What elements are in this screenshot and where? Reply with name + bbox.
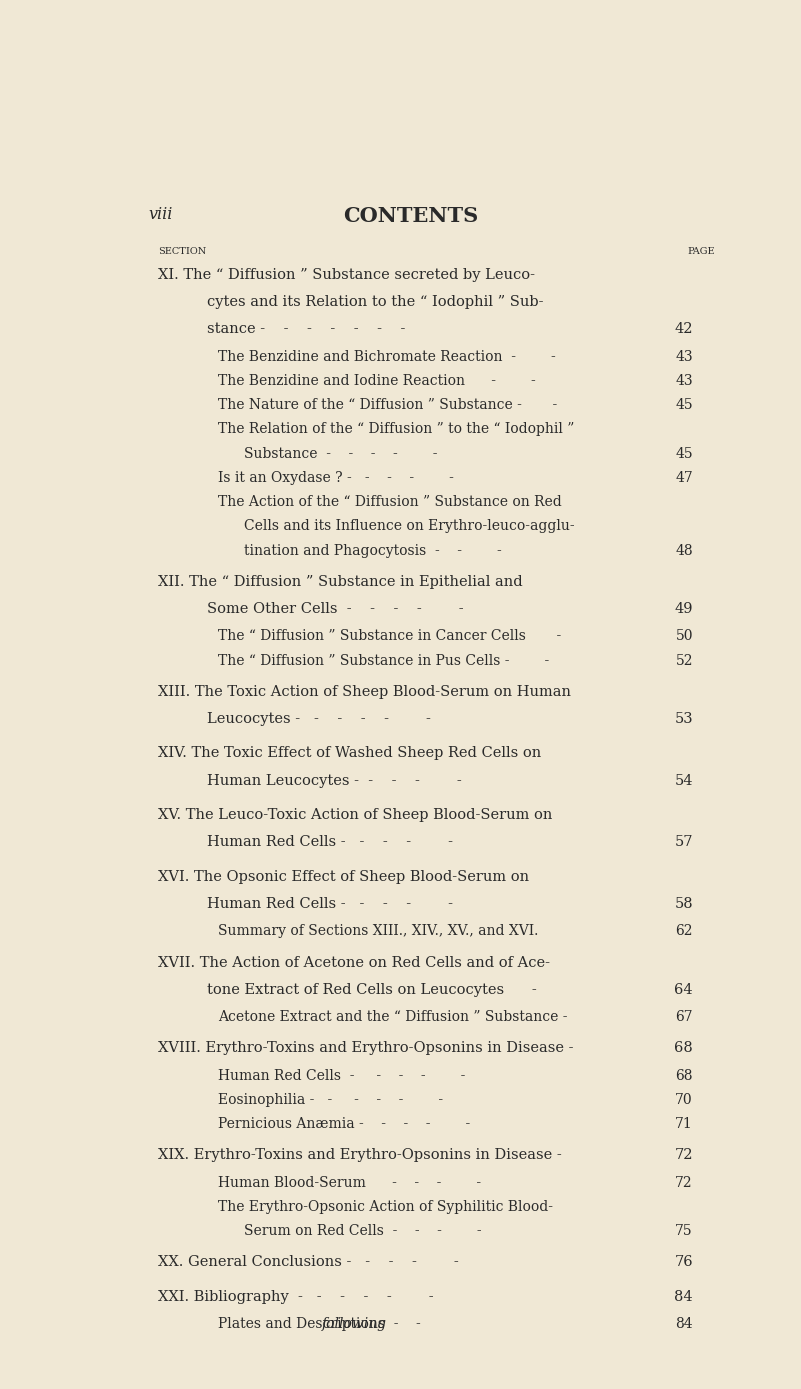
Text: 72: 72	[674, 1149, 693, 1163]
Text: following: following	[322, 1317, 387, 1331]
Text: viii: viii	[148, 206, 172, 224]
Text: Is it an Oxydase ? -   -    -    -        -: Is it an Oxydase ? - - - - -	[218, 471, 454, 485]
Text: 43: 43	[675, 350, 693, 364]
Text: 53: 53	[674, 713, 693, 726]
Text: 84: 84	[674, 1290, 693, 1304]
Text: 67: 67	[675, 1010, 693, 1024]
Text: 70: 70	[675, 1093, 693, 1107]
Text: The Relation of the “ Diffusion ” to the “ Iodophil ”: The Relation of the “ Diffusion ” to the…	[218, 422, 574, 436]
Text: 71: 71	[675, 1117, 693, 1131]
Text: 84: 84	[675, 1317, 693, 1331]
Text: SECTION: SECTION	[159, 247, 207, 256]
Text: Some Other Cells  -    -    -    -        -: Some Other Cells - - - - -	[207, 601, 464, 617]
Text: Pernicious Anæmia -    -    -    -        -: Pernicious Anæmia - - - - -	[218, 1117, 470, 1131]
Text: stance -    -    -    -    -    -    -: stance - - - - - - -	[207, 322, 405, 336]
Text: 68: 68	[675, 1068, 693, 1083]
Text: 47: 47	[675, 471, 693, 485]
Text: Eosinophilia -   -     -    -    -        -: Eosinophilia - - - - - -	[218, 1093, 443, 1107]
Text: tination and Phagocytosis  -    -        -: tination and Phagocytosis - - -	[244, 543, 501, 557]
Text: The Action of the “ Diffusion ” Substance on Red: The Action of the “ Diffusion ” Substanc…	[218, 494, 562, 510]
Text: Serum on Red Cells  -    -    -        -: Serum on Red Cells - - - -	[244, 1224, 481, 1238]
Text: 72: 72	[675, 1175, 693, 1190]
Text: The Nature of the “ Diffusion ” Substance -       -: The Nature of the “ Diffusion ” Substanc…	[218, 399, 557, 413]
Text: The “ Diffusion ” Substance in Pus Cells -        -: The “ Diffusion ” Substance in Pus Cells…	[218, 654, 549, 668]
Text: Human Red Cells  -     -    -    -        -: Human Red Cells - - - - -	[218, 1068, 465, 1083]
Text: The Benzidine and Bichromate Reaction  -        -: The Benzidine and Bichromate Reaction - …	[218, 350, 556, 364]
Text: Acetone Extract and the “ Diffusion ” Substance -: Acetone Extract and the “ Diffusion ” Su…	[218, 1010, 567, 1024]
Text: The “ Diffusion ” Substance in Cancer Cells       -: The “ Diffusion ” Substance in Cancer Ce…	[218, 629, 562, 643]
Text: Substance  -    -    -    -        -: Substance - - - - -	[244, 447, 437, 461]
Text: XI. The “ Diffusion ” Substance secreted by Leuco-: XI. The “ Diffusion ” Substance secreted…	[159, 268, 535, 282]
Text: XIX. Erythro-Toxins and Erythro-Opsonins in Disease -: XIX. Erythro-Toxins and Erythro-Opsonins…	[159, 1149, 562, 1163]
Text: 57: 57	[674, 835, 693, 850]
Text: 75: 75	[675, 1224, 693, 1238]
Text: 64: 64	[674, 983, 693, 997]
Text: 45: 45	[675, 399, 693, 413]
Text: XXI. Bibliography  -   -    -    -    -        -: XXI. Bibliography - - - - - -	[159, 1290, 434, 1304]
Text: 48: 48	[675, 543, 693, 557]
Text: Leucocytes -   -    -    -    -        -: Leucocytes - - - - - -	[207, 713, 431, 726]
Text: 62: 62	[675, 924, 693, 939]
Text: XII. The “ Diffusion ” Substance in Epithelial and: XII. The “ Diffusion ” Substance in Epit…	[159, 575, 523, 589]
Text: 49: 49	[674, 601, 693, 617]
Text: 43: 43	[675, 374, 693, 388]
Text: XVII. The Action of Acetone on Red Cells and of Ace-: XVII. The Action of Acetone on Red Cells…	[159, 956, 550, 970]
Text: XX. General Conclusions -   -    -    -        -: XX. General Conclusions - - - - -	[159, 1256, 459, 1270]
Text: Cells and its Influence on Erythro-leuco-agglu-: Cells and its Influence on Erythro-leuco…	[244, 519, 574, 533]
Text: Human Blood-Serum      -    -    -        -: Human Blood-Serum - - - -	[218, 1175, 481, 1190]
Text: 76: 76	[674, 1256, 693, 1270]
Text: 45: 45	[675, 447, 693, 461]
Text: The Erythro-Opsonic Action of Syphilitic Blood-: The Erythro-Opsonic Action of Syphilitic…	[218, 1200, 553, 1214]
Text: tone Extract of Red Cells on Leucocytes      -: tone Extract of Red Cells on Leucocytes …	[207, 983, 537, 997]
Text: Human Red Cells -   -    -    -        -: Human Red Cells - - - - -	[207, 835, 453, 850]
Text: 54: 54	[674, 774, 693, 788]
Text: 50: 50	[675, 629, 693, 643]
Text: Human Leucocytes -  -    -    -        -: Human Leucocytes - - - - -	[207, 774, 462, 788]
Text: Plates and Descriptions  -    -: Plates and Descriptions - -	[218, 1317, 442, 1331]
Text: XVI. The Opsonic Effect of Sheep Blood-Serum on: XVI. The Opsonic Effect of Sheep Blood-S…	[159, 870, 529, 883]
Text: XIV. The Toxic Effect of Washed Sheep Red Cells on: XIV. The Toxic Effect of Washed Sheep Re…	[159, 746, 541, 761]
Text: 58: 58	[674, 897, 693, 911]
Text: 68: 68	[674, 1042, 693, 1056]
Text: 52: 52	[675, 654, 693, 668]
Text: 42: 42	[674, 322, 693, 336]
Text: PAGE: PAGE	[687, 247, 715, 256]
Text: XV. The Leuco-Toxic Action of Sheep Blood-Serum on: XV. The Leuco-Toxic Action of Sheep Bloo…	[159, 808, 553, 822]
Text: cytes and its Relation to the “ Iodophil ” Sub-: cytes and its Relation to the “ Iodophil…	[207, 294, 544, 308]
Text: Summary of Sections XIII., XIV., XV., and XVI.: Summary of Sections XIII., XIV., XV., an…	[218, 924, 538, 939]
Text: Human Red Cells -   -    -    -        -: Human Red Cells - - - - -	[207, 897, 453, 911]
Text: XIII. The Toxic Action of Sheep Blood-Serum on Human: XIII. The Toxic Action of Sheep Blood-Se…	[159, 685, 571, 699]
Text: XVIII. Erythro-Toxins and Erythro-Opsonins in Disease -: XVIII. Erythro-Toxins and Erythro-Opsoni…	[159, 1042, 574, 1056]
Text: The Benzidine and Iodine Reaction      -        -: The Benzidine and Iodine Reaction - -	[218, 374, 536, 388]
Text: CONTENTS: CONTENTS	[343, 206, 478, 226]
